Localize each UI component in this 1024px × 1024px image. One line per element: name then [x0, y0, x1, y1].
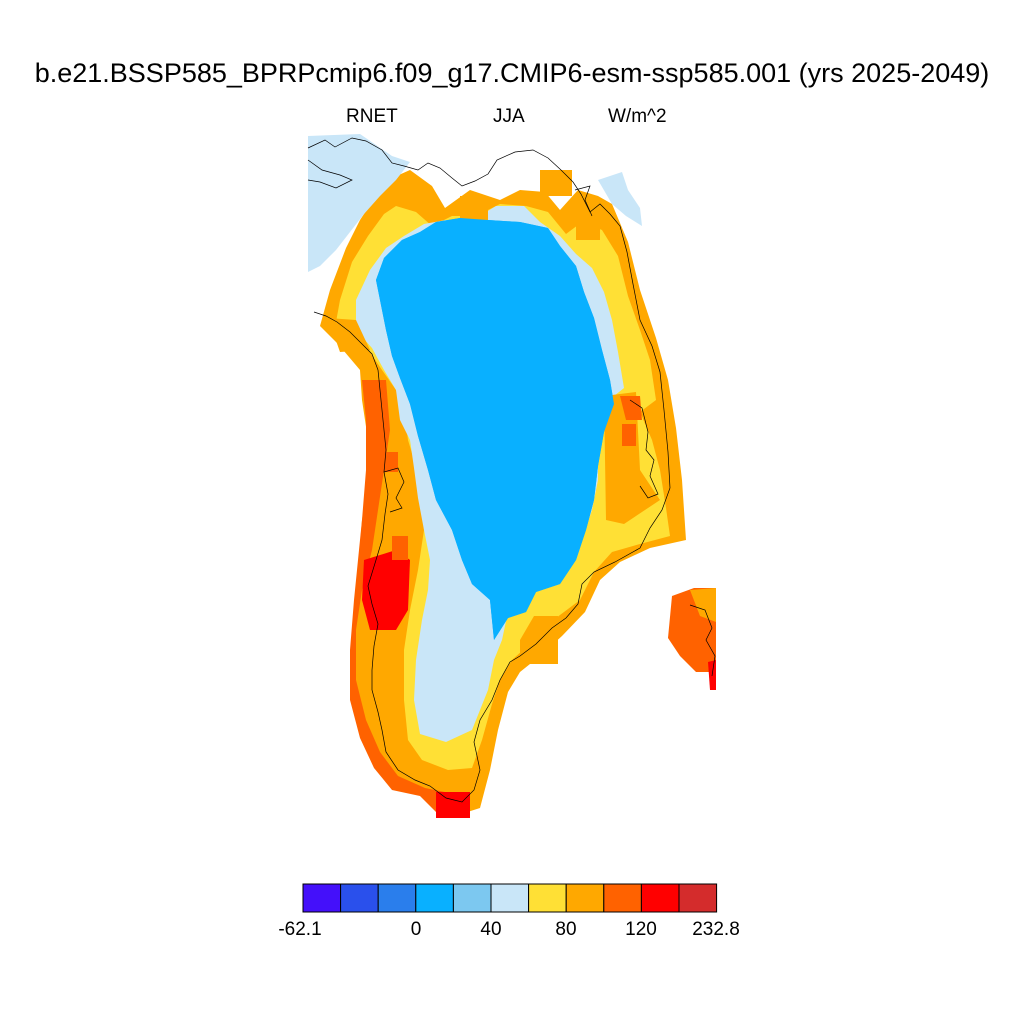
field-patch	[436, 792, 470, 818]
colorbar-label: 120	[625, 919, 657, 940]
field-northeast-shelf	[598, 172, 642, 226]
units-label: W/m^2	[608, 106, 667, 127]
colorbar-swatch	[640, 883, 680, 913]
variable-label: RNET	[346, 106, 398, 127]
plot-title: b.e21.BSSP585_BPRPcmip6.f09_g17.CMIP6-es…	[34, 58, 990, 88]
greenland-field	[308, 134, 716, 818]
colorbar-swatch	[302, 883, 342, 913]
colorbar-swatch	[490, 883, 530, 913]
colorbar-label: -62.1	[278, 919, 322, 940]
field-interior-ice-sheet-top	[376, 218, 614, 640]
colorbar-swatch	[340, 883, 379, 913]
field-patch	[622, 424, 636, 446]
field-patch	[604, 392, 660, 524]
field-east-island-yellow	[690, 588, 716, 622]
coastline-island	[689, 604, 716, 677]
coastline	[307, 137, 716, 803]
colorbar-label: 0	[410, 919, 422, 940]
colorbar-swatch	[678, 883, 718, 913]
field-patch	[620, 396, 642, 420]
field-patch	[392, 536, 408, 560]
field-west-coast-orange	[350, 380, 470, 816]
coastline-nw	[307, 159, 353, 189]
season-label: JJA	[493, 106, 525, 127]
field-patch	[520, 616, 558, 664]
field-patch	[540, 170, 572, 196]
colorbar-swatch	[377, 883, 417, 913]
colorbar-swatch	[452, 883, 492, 913]
coastline-ne	[574, 185, 593, 217]
field-northwest-shelf	[308, 134, 410, 272]
coastline-east	[629, 399, 659, 499]
coastline-inlet	[383, 467, 405, 513]
field-patch	[328, 318, 370, 352]
colorbar-swatch	[603, 883, 642, 913]
colorbar-swatch	[528, 883, 567, 913]
field-patch	[576, 212, 600, 240]
field-patch	[460, 196, 488, 220]
colorbar-label: 40	[480, 919, 502, 940]
colorbar-swatch	[415, 883, 454, 913]
colorbar-label: 80	[555, 919, 577, 940]
colorbar-label: 232.8	[692, 919, 740, 940]
colorbar	[302, 883, 718, 913]
colorbar-swatch	[565, 883, 605, 913]
coastline-main	[307, 137, 671, 803]
